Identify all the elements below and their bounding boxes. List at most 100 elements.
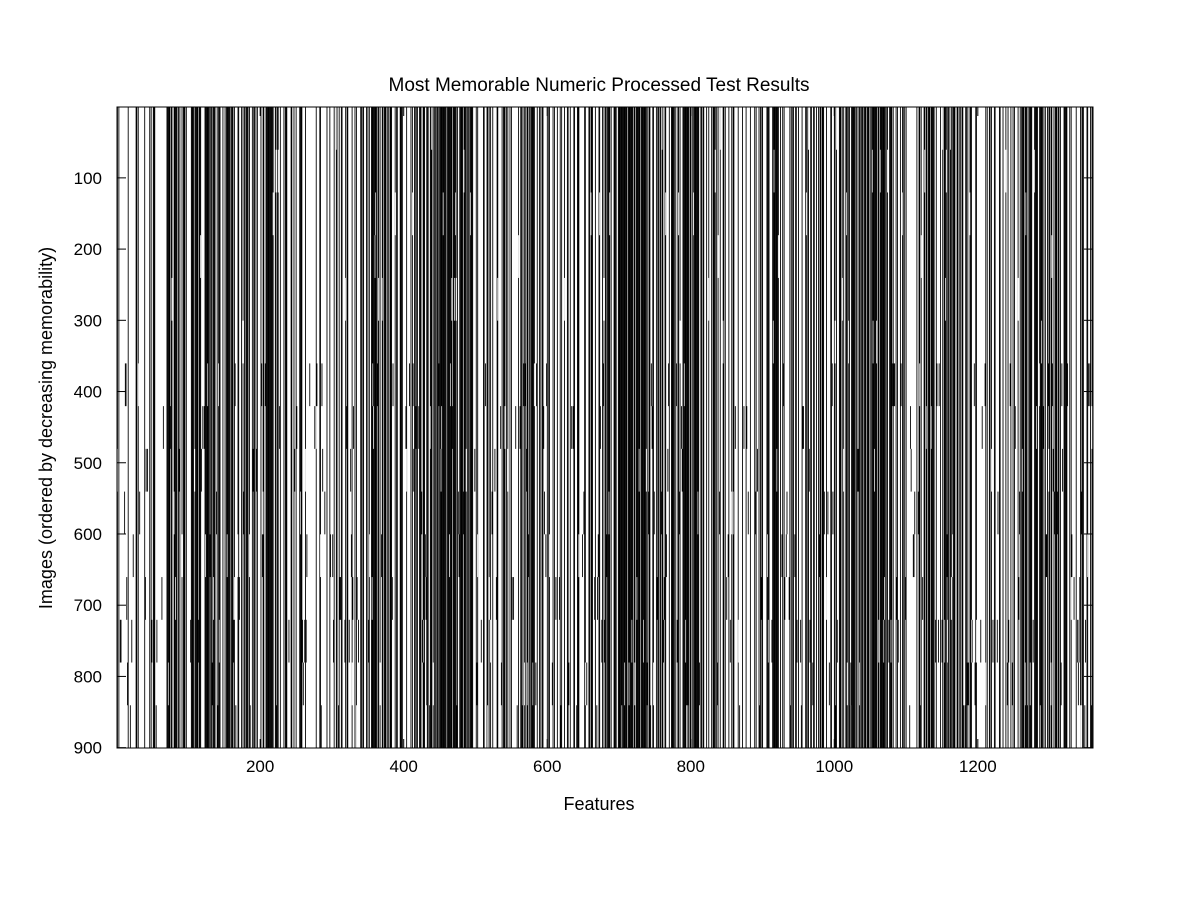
heatmap-cell-column	[795, 107, 797, 748]
heatmap-cell-column	[711, 107, 713, 748]
heatmap-cell-column	[622, 107, 624, 748]
heatmap-cell-column	[487, 107, 489, 748]
heatmap-cell-column	[336, 107, 338, 748]
heatmap-cell-column	[703, 107, 705, 748]
heatmap-cell-segment	[1008, 619, 1010, 663]
x-tick-label: 1000	[815, 757, 853, 776]
heatmap-cell-segment	[894, 363, 896, 407]
heatmap-cell-segment	[178, 448, 180, 492]
heatmap-cell-column	[647, 107, 649, 748]
heatmap-cell-gap	[687, 705, 689, 748]
heatmap-cell-column	[883, 107, 885, 748]
heatmap-cell-segment	[345, 406, 347, 449]
heatmap-cell-segment	[896, 577, 898, 620]
heatmap-cell-column	[845, 107, 847, 748]
heatmap-cell-column	[253, 107, 255, 748]
heatmap-cell-column	[928, 107, 930, 748]
heatmap-cell-column	[1017, 107, 1019, 748]
heatmap-cell-segment	[836, 619, 838, 663]
heatmap-cell-column	[430, 107, 432, 748]
heatmap-cell-column	[766, 107, 768, 748]
heatmap-cell-segment	[412, 363, 414, 407]
heatmap-cell-column	[958, 107, 960, 748]
heatmap-cell-column	[483, 107, 485, 748]
heatmap-cell-column	[171, 107, 173, 748]
heatmap-cell-column	[613, 107, 615, 748]
heatmap-cell-gap	[426, 705, 428, 748]
heatmap-cell-segment	[802, 406, 804, 449]
heatmap-cell-gap	[945, 277, 947, 321]
heatmap-cell-column	[291, 107, 293, 748]
heatmap-cell-column	[970, 107, 972, 748]
heatmap-cell-segment	[676, 363, 677, 407]
heatmap-cell-column	[942, 107, 944, 748]
heatmap-cell-segment	[560, 705, 562, 748]
heatmap-cell-gap	[678, 192, 680, 236]
heatmap-cell-gap	[609, 192, 611, 236]
heatmap-cell-column	[924, 107, 926, 748]
heatmap-cell-column	[431, 107, 433, 748]
heatmap-cell-column	[638, 107, 639, 748]
heatmap-cell-segment	[747, 491, 749, 535]
heatmap-cell-gap	[320, 534, 321, 578]
heatmap-cell-segment	[350, 448, 352, 492]
heatmap-cell-column	[742, 107, 743, 748]
heatmap-cell-gap	[345, 277, 347, 321]
heatmap-cell-column	[205, 107, 207, 748]
heatmap-cell-column	[693, 107, 695, 748]
heatmap-cell-column	[672, 107, 674, 748]
heatmap-cell-segment	[576, 705, 578, 748]
heatmap-cell-column	[882, 107, 883, 748]
heatmap-cell-segment	[555, 577, 557, 620]
heatmap-cell-gap	[207, 363, 209, 407]
heatmap-cell-column	[599, 107, 601, 748]
heatmap-cell-column	[822, 107, 824, 748]
heatmap-cell-column	[731, 107, 733, 748]
heatmap-cell-column	[388, 107, 390, 748]
heatmap-cell-column	[969, 107, 971, 748]
heatmap-cell-column	[642, 107, 644, 748]
heatmap-cell-column	[780, 107, 781, 748]
heatmap-cell-column	[768, 107, 770, 748]
heatmap-cell-segment	[786, 491, 788, 535]
heatmap-cell-column	[864, 107, 865, 748]
heatmap-cell-column	[118, 107, 120, 748]
heatmap-cell-column	[708, 107, 710, 748]
heatmap-cell-column	[170, 107, 172, 748]
heatmap-cell-column	[396, 107, 398, 748]
heatmap-cell-column	[533, 107, 535, 748]
heatmap-cell-segment	[1079, 577, 1081, 620]
heatmap-cell-segment	[306, 534, 308, 578]
heatmap-cell-column	[1019, 107, 1021, 748]
heatmap-cell-column	[999, 107, 1001, 748]
heatmap-cell-column	[422, 107, 424, 748]
heatmap-cell-column	[1040, 107, 1042, 748]
heatmap-cell-column	[591, 107, 593, 748]
heatmap-cell-column	[222, 107, 224, 748]
heatmap-cell-column	[620, 107, 622, 748]
heatmap-cell-gap	[423, 619, 425, 663]
heatmap-cell-segment	[452, 406, 454, 449]
heatmap-cell-column	[167, 107, 169, 748]
heatmap-cell-gap	[971, 619, 972, 663]
heatmap-cell-gap	[944, 619, 946, 663]
heatmap-cell-segment	[256, 448, 258, 492]
heatmap-cell-segment	[963, 705, 964, 748]
heatmap-cell-column	[272, 107, 274, 748]
heatmap-cell-column	[1022, 107, 1024, 748]
heatmap-cell-gap	[335, 107, 337, 150]
heatmap-cell-column	[728, 107, 730, 748]
heatmap-cell-segment	[1054, 491, 1056, 535]
heatmap-cell-column	[1082, 107, 1084, 748]
heatmap-cell-column	[635, 107, 637, 748]
heatmap-cell-segment	[681, 406, 682, 449]
heatmap-cell-column	[623, 107, 625, 748]
heatmap-cell-segment	[997, 491, 999, 535]
heatmap-cell-column	[871, 107, 873, 748]
heatmap-cell-gap	[374, 235, 376, 278]
heatmap-cell-gap	[848, 320, 850, 364]
heatmap-cell-segment	[438, 363, 440, 407]
heatmap-cell-segment	[968, 662, 969, 706]
heatmap-cell-segment	[139, 491, 141, 535]
heatmap-cell-column	[355, 107, 357, 748]
